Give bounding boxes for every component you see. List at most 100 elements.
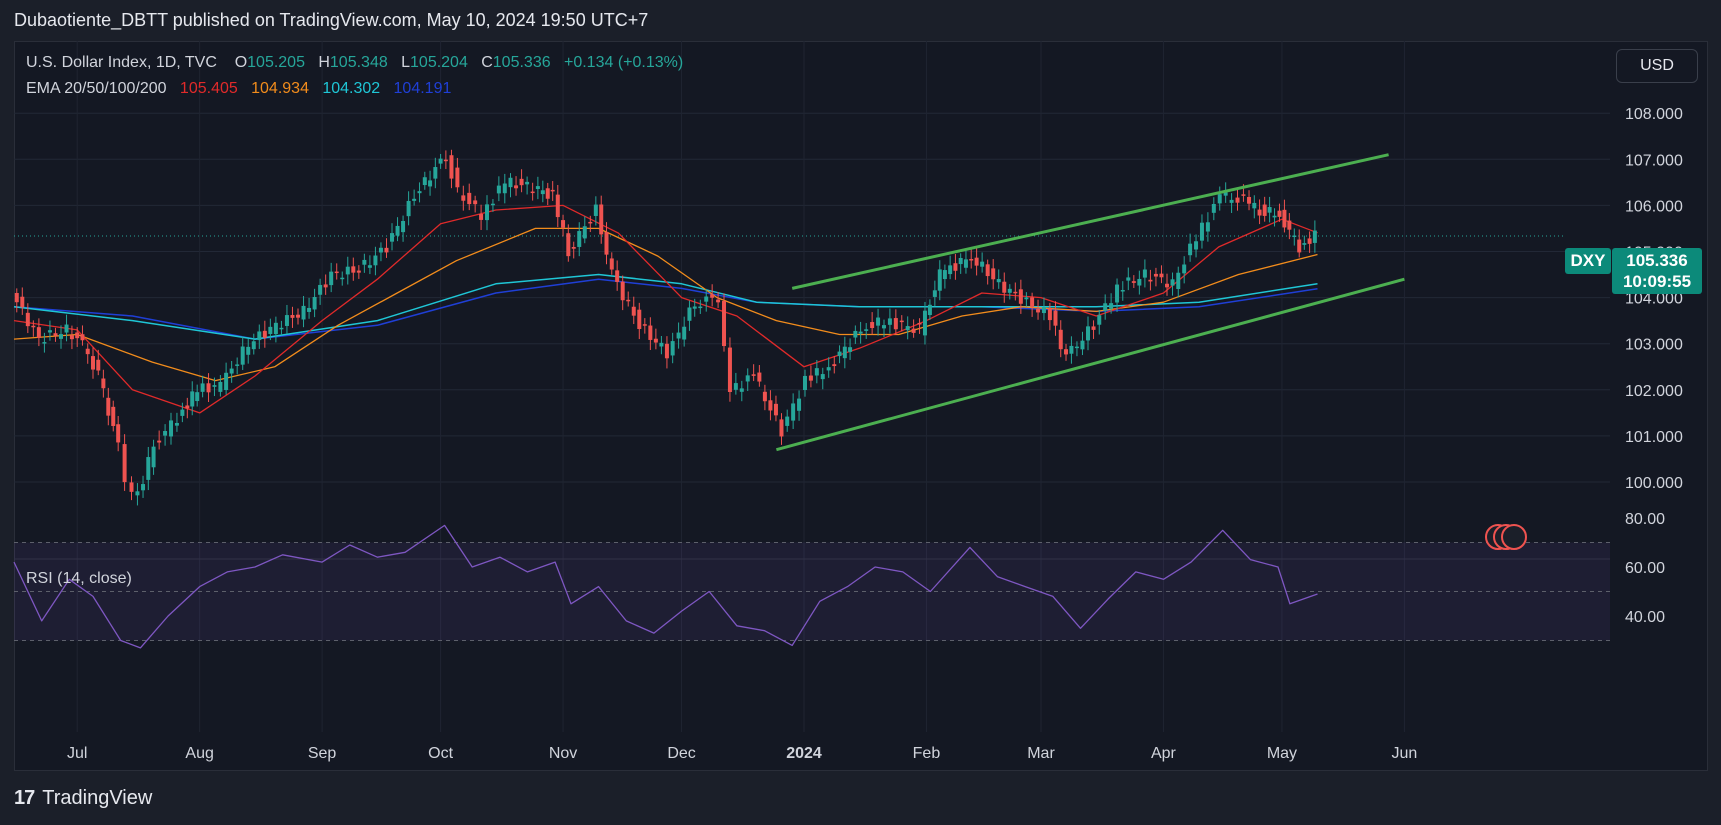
candle-body [791,403,796,421]
candle-body [1247,196,1252,204]
candle-body [384,247,389,253]
ema100-line [13,273,1318,340]
candle-body [235,364,240,366]
candle-body [412,198,417,201]
candle-body [367,265,372,268]
candle-body [340,277,345,280]
rsi-band [14,542,1610,641]
candle-body [116,424,121,443]
candle-body [1223,192,1228,196]
candle-body [1252,202,1257,209]
ema50-value: 104.934 [251,80,309,97]
candle-body [1024,297,1029,300]
candle-body [599,204,604,235]
candle-body [722,301,727,347]
candle-body [14,292,19,303]
symbol-name[interactable]: U.S. Dollar Index, 1D, TVC [26,54,217,71]
time-tick-label: Aug [185,745,213,762]
price-tick-label: 106.000 [1625,198,1683,215]
open-value: 105.205 [247,54,305,71]
candle-body [1080,340,1085,350]
candle-body [296,314,301,318]
candle-body [111,406,116,427]
candle-body [417,191,422,194]
last-price: 105.336 [1626,251,1688,270]
candle-body [870,322,875,329]
candle-body [1217,194,1222,204]
candle-body [948,265,953,275]
candle-body [307,307,312,312]
time-tick-label: Mar [1027,745,1055,762]
candle-body [626,299,631,302]
candle-body [1153,273,1158,277]
candle-body [609,258,614,270]
ema-label[interactable]: EMA 20/50/100/200 [26,80,167,97]
close-label: C [481,54,493,71]
candle-body [692,306,697,309]
candle-body [362,259,367,265]
tradingview-logo-icon[interactable]: 17 [14,787,35,809]
candle-body [25,312,30,327]
candle-body [1126,277,1131,281]
candle-body [1176,272,1181,290]
candle-body [932,290,937,297]
candle-body [502,183,507,194]
candle-body [106,397,111,416]
time-tick-label: Feb [913,745,941,762]
candle-body [279,327,284,330]
brand-name[interactable]: TradingView [42,787,153,809]
candle-body [1199,222,1204,241]
candle-body [290,315,295,318]
candle-body [642,324,647,326]
ema20-value: 105.405 [179,80,238,97]
symbol-badge: DXY [1565,248,1611,274]
candle-body [958,258,963,265]
candle-body [779,419,784,437]
candle-body [64,324,69,333]
candle-body [937,269,942,291]
candle-body [508,177,513,188]
currency-button[interactable]: USD [1616,49,1698,83]
candle-body [864,329,869,331]
ema50-line [13,227,1318,382]
candle-body [1211,203,1216,213]
candle-body [141,484,146,491]
time-tick-label: Sep [308,745,337,762]
candle-body [768,400,773,411]
candle-body [550,189,555,192]
candle-body [129,482,134,492]
chart-panel[interactable] [14,41,1708,771]
candle-body [351,266,356,273]
candle-body [670,341,675,356]
candle-body [757,372,762,382]
candle-body [157,440,162,443]
candle-body [991,268,996,280]
price-badge: 105.336 10:09:55 [1612,248,1702,294]
candle-body [53,333,58,336]
price-tick-label: 103.000 [1625,337,1683,354]
candle-body [1272,215,1277,218]
candle-body [1103,303,1108,311]
candle-body [59,334,64,339]
candle-body [837,351,842,357]
candle-body [268,326,273,334]
candle-body [443,159,448,162]
candle-body [1312,230,1317,243]
us-flag-icon [1501,524,1527,550]
candle-body [334,271,339,274]
rsi-label[interactable]: RSI (14, close) [26,570,132,587]
candle-body [1007,288,1012,293]
candle-body [832,364,837,367]
candle-body [664,343,669,359]
candle-body [438,158,443,164]
candle-body [1120,290,1125,292]
candle-body [751,374,756,376]
candle-body [1205,222,1210,232]
candle-body [422,177,427,186]
candle-body [1036,309,1041,313]
candle-body [710,294,715,298]
open-label: O [234,54,248,71]
candle-body [257,331,262,341]
candle-body [653,338,658,343]
